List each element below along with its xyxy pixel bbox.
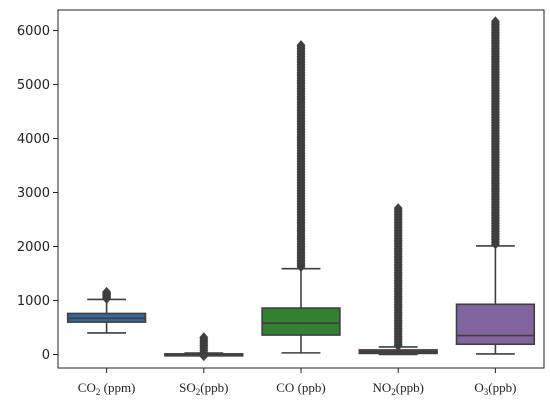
x-category-label: NO2(ppb) [372, 380, 423, 397]
y-tick-label: 6000 [17, 24, 50, 39]
outlier-marker [199, 332, 209, 343]
box-series-3 [358, 203, 438, 356]
box-series-0 [66, 286, 147, 334]
y-tick-label: 2000 [17, 240, 50, 255]
outlier-marker [490, 16, 500, 27]
x-category-label: SO2(ppb) [179, 380, 228, 397]
y-tick-label: 1000 [17, 294, 50, 309]
x-category-label: CO (ppb) [276, 380, 325, 395]
box-series-4 [455, 16, 536, 355]
category-subscript: 2 [96, 387, 101, 397]
box-iqr [455, 303, 536, 346]
outlier-marker [393, 203, 403, 214]
category-unit: (ppb) [200, 380, 228, 395]
category-main: CO [78, 380, 96, 395]
y-tick-label: 0 [42, 348, 50, 363]
box-series-1 [164, 332, 244, 362]
outlier-points [296, 40, 306, 272]
y-tick-label: 3000 [17, 186, 50, 201]
category-unit: (ppb) [396, 380, 424, 395]
y-axis: 0 1000 2000 3000 4000 5000 6000 [17, 24, 58, 363]
category-main: CO (ppb) [276, 380, 325, 395]
x-axis: CO2 (ppm) SO2(ppb) CO (ppb) NO2(ppb) O3(ppb) [78, 368, 516, 397]
category-subscript: 2 [391, 387, 396, 397]
y-tick-label: 4000 [17, 132, 50, 147]
outlier-marker [296, 40, 306, 51]
outlier-points [490, 16, 500, 250]
category-main: NO [372, 380, 391, 395]
outlier-points [102, 286, 112, 304]
outlier-marker [102, 286, 112, 297]
category-subscript: 3 [484, 387, 489, 397]
x-category-label: O3(ppb) [474, 380, 516, 397]
category-subscript: 2 [196, 387, 201, 397]
category-unit: (ppm) [100, 380, 135, 395]
box-iqr [261, 307, 341, 336]
box-group [66, 16, 536, 362]
category-main: O [474, 380, 483, 395]
outlier-points [393, 203, 403, 351]
y-tick-label: 5000 [17, 78, 50, 93]
category-unit: (ppb) [488, 380, 516, 395]
category-main: SO [179, 380, 196, 395]
x-category-label: CO2 (ppm) [78, 380, 136, 397]
box-series-2 [261, 40, 341, 354]
